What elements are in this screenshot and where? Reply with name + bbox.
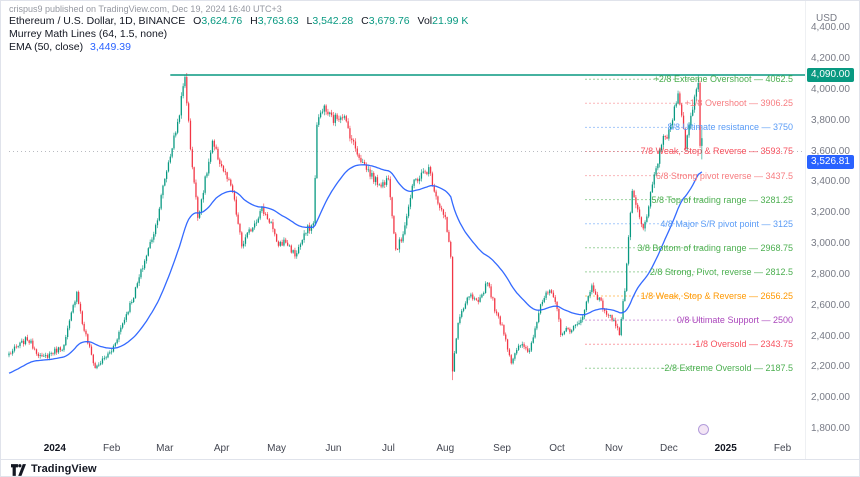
ema-indicator-title[interactable]: EMA (50, close) [9, 41, 84, 53]
x-axis-label: May [267, 443, 287, 454]
footer: TradingView [1, 459, 859, 476]
close-value: 3,679.76 [368, 15, 410, 27]
murrey-indicator-title[interactable]: Murrey Math Lines (64, 1.5, none) [9, 28, 168, 40]
low-label: L [306, 15, 313, 27]
open-label: O [193, 15, 202, 27]
close-label: C [361, 15, 369, 27]
x-axis-label: Feb [103, 443, 121, 454]
y-axis-label: 4,200.00 [811, 53, 850, 64]
y-axis-label: 3,000.00 [811, 238, 850, 249]
x-axis-label: Mar [156, 443, 174, 454]
x-axis-label: Jun [325, 443, 342, 454]
y-axis-label: 4,400.00 [811, 22, 850, 34]
x-axis-label: Oct [549, 443, 565, 454]
y-axis-label: 2,800.00 [811, 268, 850, 280]
y-axis-label: 3,400.00 [811, 176, 850, 188]
y-axis-label: 2,400.00 [811, 330, 850, 342]
time-axis[interactable]: 2024 Feb Mar Apr May Jun Jul Aug Sep Oct Nov Dec 202… [1, 441, 805, 457]
x-axis-label: Nov [604, 443, 623, 454]
tradingview-logo-icon[interactable] [11, 463, 26, 476]
x-axis-label: 2025 [714, 443, 737, 454]
x-axis-label: Feb [773, 443, 792, 454]
y-axis-label: 3,600.00 [811, 145, 850, 157]
ema-indicator-row[interactable]: EMA (50, close) 3,449.39 [9, 41, 468, 53]
price-tag: 3,526.81 [807, 154, 854, 169]
x-axis-label: Aug [436, 443, 455, 454]
x-axis-label: 2024 [43, 443, 66, 454]
legend: Ethereum / U.S. Dollar, 1D, BINANCE O3,6… [9, 15, 468, 54]
symbol-legend-row[interactable]: Ethereum / U.S. Dollar, 1D, BINANCE O3,6… [9, 15, 468, 27]
y-axis-label: 3,800.00 [811, 114, 850, 126]
x-axis-label: Apr [213, 443, 230, 454]
y-axis-label: 2,000.00 [811, 392, 850, 404]
ema-indicator-value: 3,449.39 [90, 41, 131, 53]
price-tag: 4,090.00 [807, 67, 854, 82]
symbol-title[interactable]: Ethereum / U.S. Dollar, 1D, BINANCE [9, 15, 186, 27]
currency-label: USD [816, 13, 838, 24]
y-axis-label: 2,200.00 [811, 361, 850, 373]
x-axis-label: Dec [659, 443, 678, 454]
volume-label: Vol [417, 15, 433, 27]
publication-marker[interactable] [698, 424, 709, 435]
tradingview-logo-text[interactable]: TradingView [31, 463, 97, 475]
high-label: H [250, 15, 258, 27]
x-axis-label: Jul [382, 443, 395, 454]
murrey-indicator-row[interactable]: Murrey Math Lines (64, 1.5, none) [9, 28, 468, 40]
price-axis[interactable]: USD 4,400.00 4,200.00 4,000.00 3,800.00 3,60… [805, 1, 859, 459]
attribution[interactable]: crispus9 published on TradingView.com, D… [9, 4, 282, 14]
low-value: 3,542.28 [312, 15, 354, 27]
x-axis-label: Sep [493, 443, 511, 454]
high-value: 3,763.63 [257, 15, 299, 27]
y-axis-label: 1,800.00 [811, 423, 850, 434]
y-axis-label: 4,000.00 [811, 83, 850, 95]
open-value: 3,624.76 [201, 15, 243, 27]
volume-value: 21.99 K [432, 15, 469, 27]
y-axis-label: 3,200.00 [811, 207, 850, 219]
y-axis-label: 2,600.00 [811, 299, 850, 311]
candlestick-chart[interactable] [1, 1, 860, 459]
